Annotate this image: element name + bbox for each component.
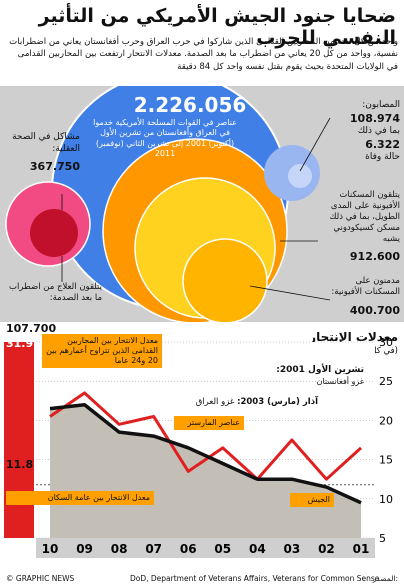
y-axis-ticks: 5 10 15 20 25 30 <box>379 336 393 545</box>
total-value: 2.226.056 <box>133 93 247 117</box>
annotation-afghanistan: تشرين الأول 2001: <box>276 365 364 375</box>
addicted-label: مدمنون على المسكنات الأفيونية: <box>331 276 400 298</box>
y-tick-label: 20 <box>379 414 393 427</box>
x-tick-label: 01 <box>353 542 370 556</box>
civilian-rate-value: 11.8 <box>6 458 34 471</box>
civilian-rate-label: معدل الانتحار بين عامة السكان <box>6 491 154 505</box>
army-series-line <box>49 402 362 505</box>
x-tick-label: 05 <box>214 542 231 556</box>
deaths-circle <box>288 164 312 188</box>
addicted-value: 400.700 <box>349 304 400 317</box>
mental-value: 367.750 <box>29 160 80 173</box>
x-tick-label: 04 <box>249 542 266 556</box>
deaths-suffix: حالة وفاة <box>365 152 400 162</box>
x-tick-label: 10 <box>42 542 59 556</box>
footer: © GRAPHIC NEWS DoD, Department of Vetera… <box>0 572 404 588</box>
total-label: عناصر في القوات المسلحة الأمريكية خدموا … <box>93 118 237 159</box>
annotation-iraq: آذار (مارس) 2003: غزو العراق <box>195 397 318 407</box>
chart-title: معدلات الإنتحار <box>309 330 398 344</box>
x-tick-label: 03 <box>284 542 301 556</box>
veterans-rate-bar <box>4 342 34 538</box>
circles-panel: 2.226.056 عناصر في القوات المسلحة الأمري… <box>0 72 404 324</box>
footer-brand: © GRAPHIC NEWS <box>6 574 75 583</box>
headline: ضحايا جنود الجيش الأمريكي من التأثير الن… <box>38 5 396 49</box>
ptsd-circle <box>30 209 78 257</box>
injured-value: 108.974 <box>349 112 400 125</box>
marines-series-label: عناصر المارستر <box>174 416 244 430</box>
x-tick-label: 07 <box>145 542 162 556</box>
injured-leader-line <box>299 117 331 172</box>
army-series-label: الجيش <box>290 493 334 507</box>
deaths-value: 6.322 <box>365 138 400 151</box>
ptsd-label: يتلقون العلاج من اضطراب ما بعد الصدمة: <box>8 282 102 304</box>
y-tick-label: 10 <box>379 493 393 506</box>
y-tick-label: 5 <box>379 532 386 545</box>
x-tick-label: 08 <box>111 542 128 556</box>
marines-series-line <box>49 391 363 481</box>
x-tick-label: 06 <box>180 542 197 556</box>
intro-text: واحد من كل ستة من المحاربين القدامى الذي… <box>9 37 398 72</box>
circles-graphic <box>5 72 331 324</box>
footer-source-label: المصدر: <box>372 574 398 583</box>
deaths-label: بما في ذلك <box>357 126 400 136</box>
opioid-label: يتلقون المسكنات الأفيونية على المدى الطو… <box>329 190 400 245</box>
addicted-leader-line <box>249 285 331 301</box>
veterans-rate-value: 31.9 <box>6 337 34 350</box>
injured-label: المصابون: <box>362 100 400 110</box>
chart-series <box>49 391 363 505</box>
footer-source: DoD, Department of Veterans Affairs, Vet… <box>130 574 380 583</box>
y-tick-label: 30 <box>379 336 393 349</box>
suicide-rate-chart: 5 10 15 20 25 30 01 02 03 04 05 06 07 08 09 10 <box>4 336 393 558</box>
x-tick-label: 09 <box>76 542 93 556</box>
y-tick-label: 25 <box>379 375 393 388</box>
x-axis-band <box>36 538 375 558</box>
addicted-circle <box>182 238 268 324</box>
opioid-value: 912.600 <box>349 250 400 263</box>
veterans-rate-label: معدل الانتحار بين المحاربين القدامى الذي… <box>42 334 162 368</box>
x-axis-ticks: 01 02 03 04 05 06 07 08 09 10 <box>36 538 375 558</box>
ptsd-value: 107.700 <box>6 322 57 335</box>
mental-label: مشاكل في الصحة العقلية: <box>12 132 80 154</box>
y-tick-label: 15 <box>379 454 393 467</box>
annotation-afghanistan-sub: غزو أفغانستان <box>316 377 364 386</box>
x-tick-label: 02 <box>318 542 335 556</box>
